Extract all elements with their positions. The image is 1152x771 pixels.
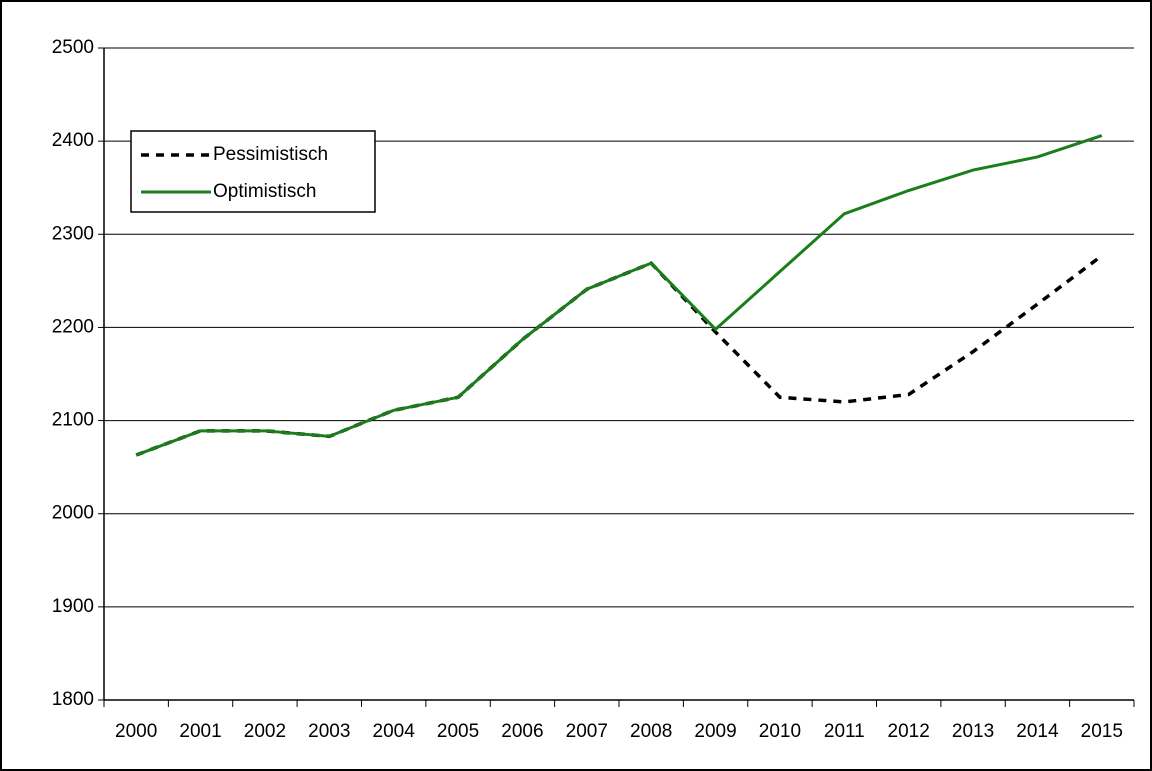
x-tick-label: 2013	[952, 721, 994, 742]
x-tick-label: 2006	[501, 721, 543, 742]
y-tick-label: 1800	[52, 689, 94, 710]
y-tick-label: 2300	[52, 223, 94, 244]
legend-label: Pessimistisch	[213, 144, 328, 165]
x-tick-label: 2004	[373, 721, 416, 742]
x-tick-label: 2003	[308, 721, 350, 742]
x-tick-label: 2009	[694, 721, 736, 742]
x-tick-label: 2002	[244, 721, 286, 742]
x-tick-label: 2015	[1081, 721, 1123, 742]
y-tick-label: 2000	[52, 503, 94, 524]
x-tick-label: 2010	[759, 721, 801, 742]
x-tick-label: 2008	[630, 721, 672, 742]
legend-label: Optimistisch	[213, 181, 316, 202]
x-tick-label: 2005	[437, 721, 479, 742]
x-tick-label: 2001	[179, 721, 221, 742]
x-tick-label: 2014	[1016, 721, 1059, 742]
y-tick-label: 2500	[52, 37, 94, 58]
x-tick-label: 2012	[888, 721, 930, 742]
y-tick-label: 2200	[52, 316, 94, 337]
x-tick-label: 2000	[115, 721, 157, 742]
y-tick-label: 2400	[52, 130, 94, 151]
y-tick-label: 2100	[52, 410, 94, 431]
legend-box	[130, 130, 376, 213]
data-line	[135, 134, 1103, 457]
x-tick-label: 2007	[566, 721, 608, 742]
x-tick-label: 2011	[824, 721, 865, 742]
y-tick-label: 1900	[52, 596, 94, 617]
